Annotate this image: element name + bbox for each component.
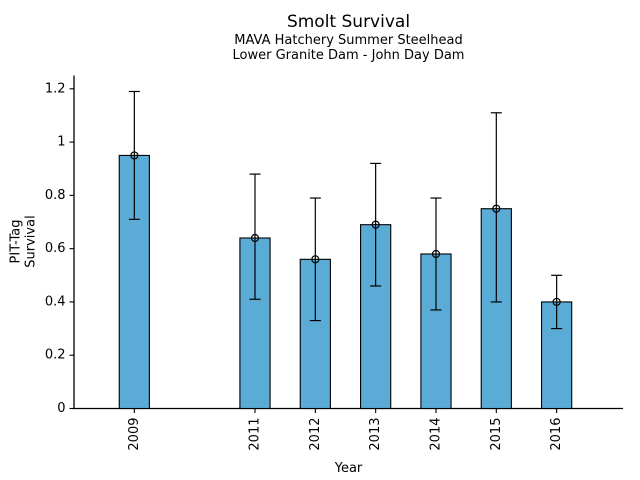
x-tick-label: 2011 xyxy=(247,418,262,451)
x-tick-label: 2012 xyxy=(308,418,323,451)
x-tick-label: 2015 xyxy=(489,418,504,451)
marker-circle-2013 xyxy=(371,220,380,229)
x-tick-label: 2009 xyxy=(127,418,142,451)
y-tick-label: 0.2 xyxy=(45,348,66,363)
y-tick-label: 1.2 xyxy=(45,81,66,96)
x-tick-label: 2016 xyxy=(549,418,564,451)
chart-subtitle-line1: MAVA Hatchery Summer Steelhead xyxy=(234,33,463,48)
x-tick-label: 2013 xyxy=(368,418,383,451)
x-axis-label: Year xyxy=(334,461,363,476)
marker-circle-2015 xyxy=(492,204,501,213)
x-tick-label: 2014 xyxy=(428,418,443,451)
y-tick-label: 0.4 xyxy=(45,294,66,309)
marker-circle-2016 xyxy=(552,297,561,307)
y-tick-label: 0 xyxy=(57,401,65,416)
marker-circle-2011 xyxy=(250,233,260,243)
marker-circle-2014 xyxy=(431,249,441,259)
marker-circle-2012 xyxy=(311,255,320,264)
y-tick-label: 1 xyxy=(57,135,65,150)
marker-circle-2009 xyxy=(130,151,139,160)
chart-title: Smolt Survival xyxy=(286,12,411,32)
y-tick-label: 0.6 xyxy=(45,241,66,256)
y-tick-label: 0.8 xyxy=(45,188,66,203)
chart-subtitle-line2: Lower Granite Dam - John Day Dam xyxy=(232,48,465,63)
